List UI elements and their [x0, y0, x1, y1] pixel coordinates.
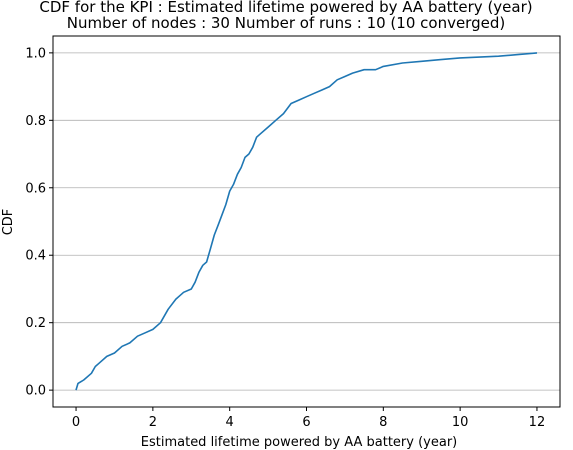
series-group [75, 52, 538, 391]
y-axis-label: CDF [1, 209, 16, 236]
x-tick-label: 4 [226, 415, 234, 430]
y-tick-label: 0.4 [25, 249, 46, 264]
x-tick-label: 2 [149, 415, 157, 430]
y-tick-label: 0.0 [25, 384, 46, 399]
y-tick-label: 0.6 [25, 181, 46, 196]
y-axis-ticks: 0.0 0.2 0.4 0.6 0.8 1.0 [25, 46, 53, 399]
x-tick-label: 8 [379, 415, 387, 430]
y-tick-label: 0.8 [25, 114, 46, 129]
y-tick-label: 1.0 [25, 46, 46, 61]
x-tick-label: 6 [302, 415, 310, 430]
chart-subtitle: Number of nodes : 30 Number of runs : 10… [67, 14, 505, 32]
gridlines [53, 52, 560, 391]
chart-title: CDF for the KPI : Estimated lifetime pow… [39, 0, 532, 16]
x-tick-label: 12 [529, 415, 546, 430]
x-axis-label: Estimated lifetime powered by AA battery… [141, 435, 457, 450]
x-tick-label: 0 [72, 415, 80, 430]
x-axis-ticks: 0 2 4 6 8 10 12 [72, 407, 545, 430]
cdf-line [75, 52, 538, 391]
plot-area [52, 35, 561, 408]
y-tick-label: 0.2 [25, 316, 46, 331]
x-tick-label: 10 [452, 415, 469, 430]
